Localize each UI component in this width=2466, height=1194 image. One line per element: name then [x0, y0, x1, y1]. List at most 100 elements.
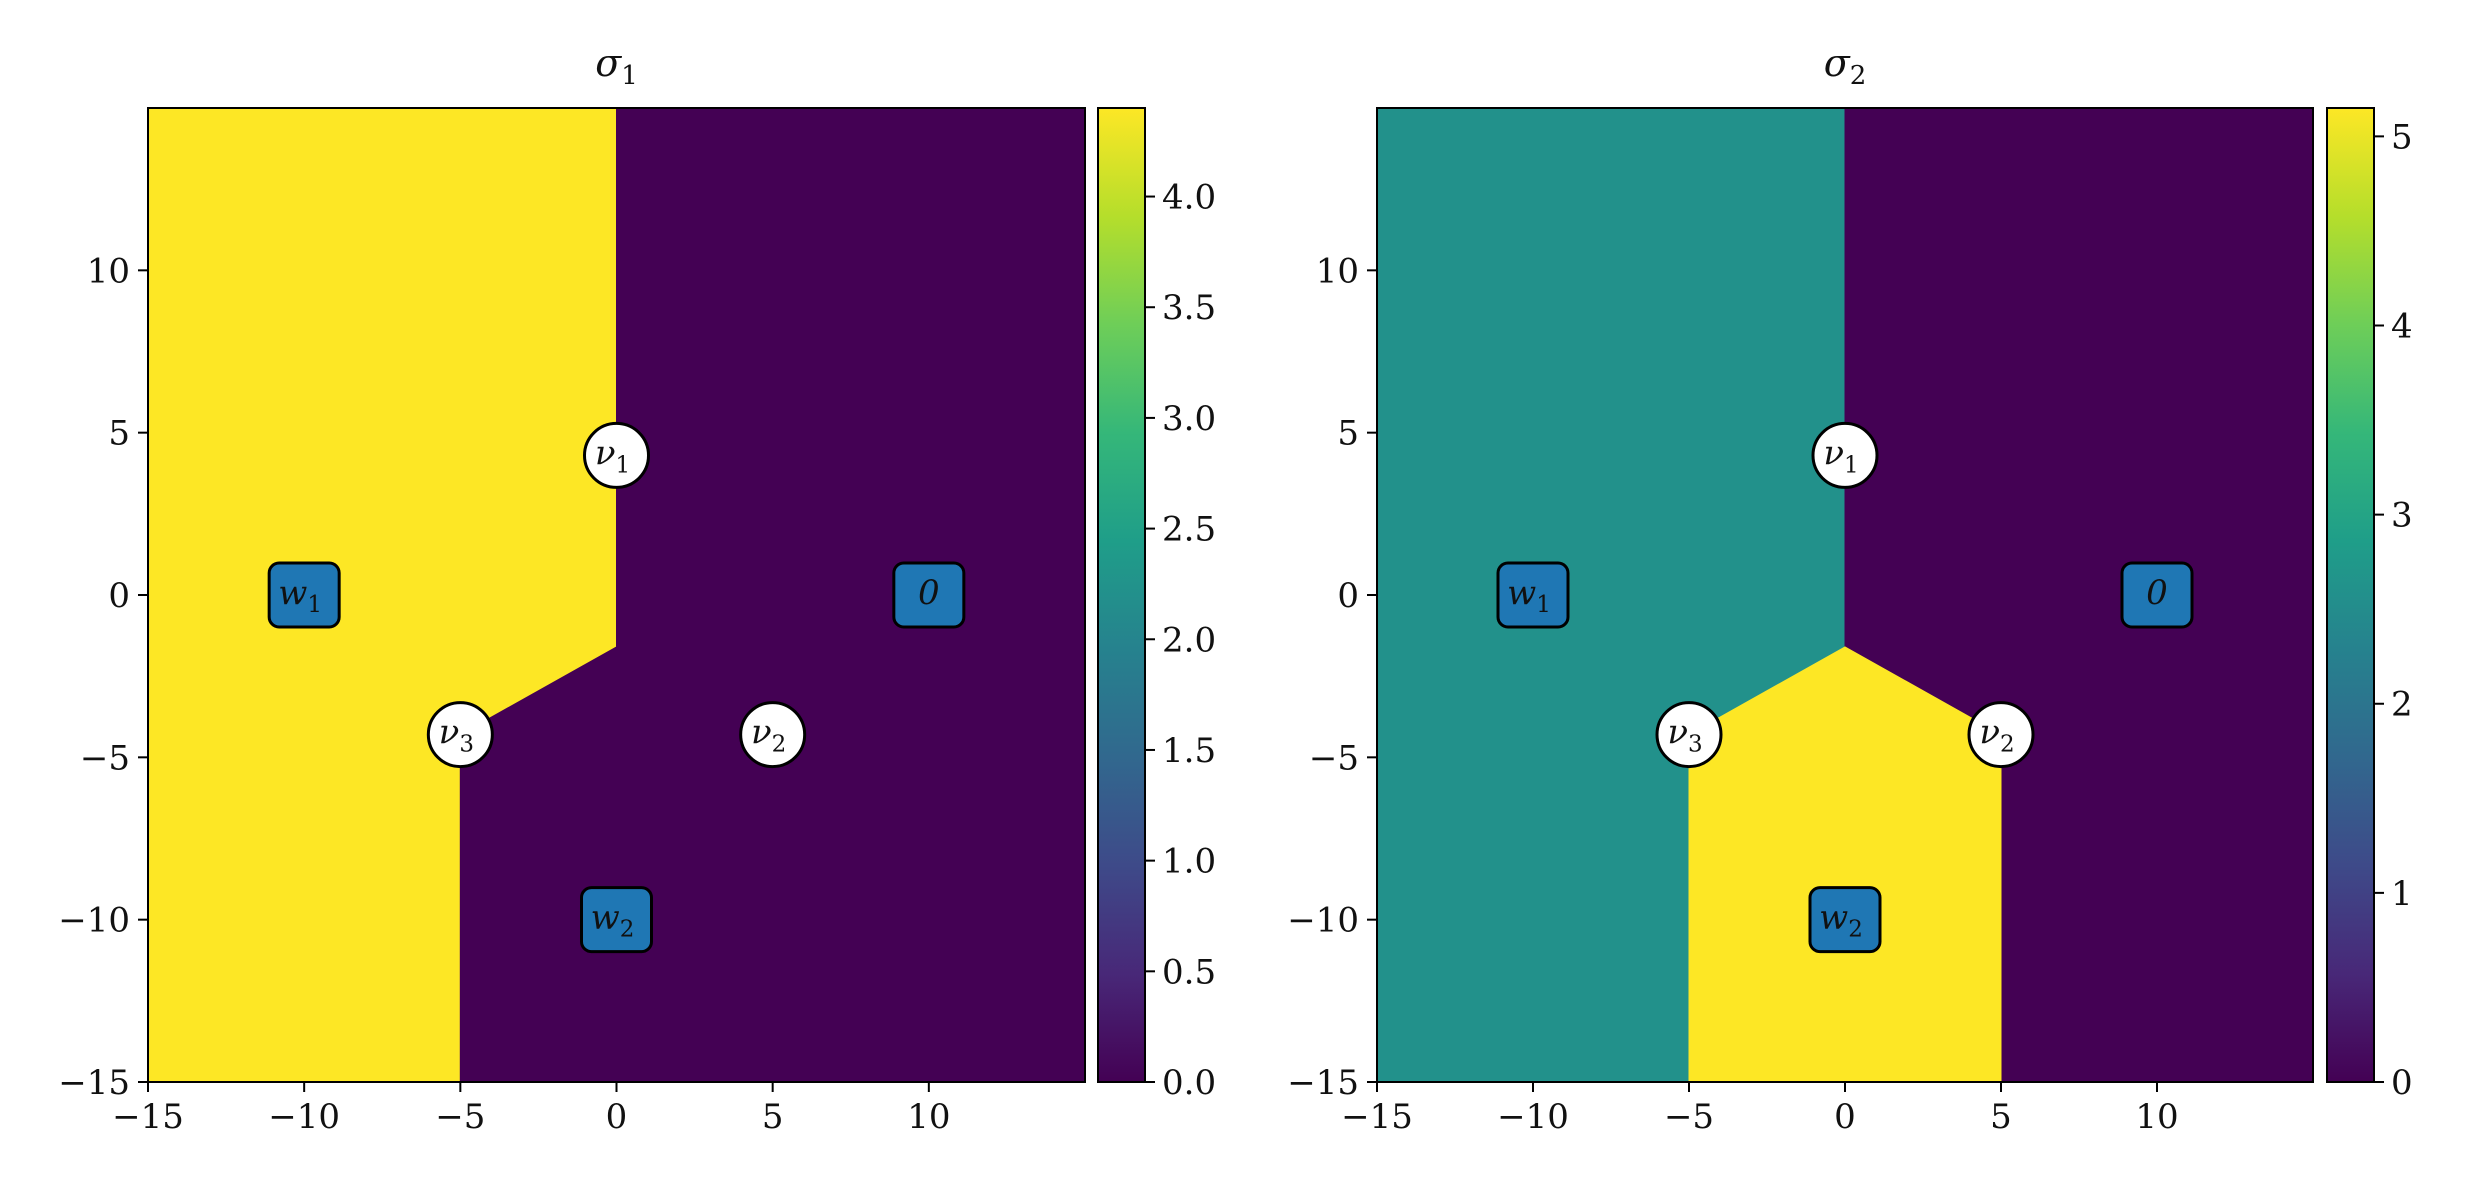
x-tick-label: −15 — [1341, 1097, 1413, 1137]
node-label: ν3 — [439, 713, 474, 758]
x-tick-label: −10 — [268, 1097, 340, 1137]
x-tick-label: 0 — [606, 1097, 628, 1137]
chart-title-sub: 2 — [1850, 61, 1867, 91]
y-tick-label: −5 — [80, 738, 130, 778]
node-label-sub: 3 — [459, 732, 474, 758]
box-marker-w2: w2 — [580, 886, 653, 954]
node-label: w2 — [591, 898, 635, 943]
heatmap-regions — [148, 108, 1085, 1082]
circle-marker-ν2: ν2 — [1967, 701, 2035, 769]
colorbar-tick-label: 1 — [2391, 874, 2413, 914]
node-label-sub: 2 — [2000, 732, 2015, 758]
x-tick-label: 0 — [1834, 1097, 1856, 1137]
colorbar-tick-label: 2 — [2391, 685, 2413, 725]
node-label-main: 0 — [2146, 573, 2168, 613]
chart-title: σ1 — [595, 41, 638, 91]
node-box — [1496, 561, 1570, 629]
node-label: w1 — [1507, 573, 1551, 618]
chart-title-sub: 1 — [621, 61, 638, 91]
y-tick-label: −15 — [1287, 1063, 1359, 1103]
node-label-sub: 2 — [772, 732, 787, 758]
box-marker-w2: w2 — [1808, 886, 1882, 954]
heatmap-regions — [1377, 108, 2313, 1082]
node-circle — [739, 701, 807, 769]
node-circle — [1967, 701, 2035, 769]
chart-title: σ2 — [1824, 41, 1867, 91]
x-tick-label: 10 — [907, 1097, 950, 1137]
x-tick-label: −15 — [112, 1097, 184, 1137]
node-label-main: ν — [1823, 433, 1844, 473]
node-label: ν1 — [595, 433, 630, 478]
heatmap-region-3 — [1688, 646, 2002, 1082]
box-marker-w1: w1 — [1496, 561, 1570, 629]
colorbar-tick-label: 2.0 — [1162, 620, 1216, 660]
colorbar-gradient — [2326, 107, 2375, 1083]
node-circle — [1655, 701, 1723, 769]
node-label-sub: 1 — [1536, 592, 1551, 618]
colorbar: 0.0 0.5 1.0 1.5 2.0 2.5 3.0 3.5 4.0 — [1097, 107, 1216, 1103]
y-tick-label: 0 — [108, 576, 130, 616]
node-box — [2120, 561, 2194, 629]
x-tick-label: 5 — [1990, 1097, 2012, 1137]
node-box — [267, 561, 341, 629]
node-label-sub: 1 — [307, 592, 322, 618]
colorbar-tick-label: 0.0 — [1162, 1063, 1216, 1103]
node-label-main: 0 — [918, 573, 940, 613]
colorbar-tick-label: 4.0 — [1162, 178, 1216, 218]
x-tick-label: −5 — [1664, 1097, 1714, 1137]
node-label-main: ν — [439, 713, 460, 753]
y-tick-label: −5 — [1309, 738, 1359, 778]
node-label-main: ν — [751, 713, 772, 753]
y-tick-label: 5 — [1337, 414, 1359, 454]
colorbar-tick-label: 2.5 — [1162, 510, 1216, 550]
node-label: 0 — [918, 573, 940, 613]
node-label-main: w — [591, 898, 620, 938]
node-label: ν2 — [751, 713, 786, 758]
node-label-sub: 1 — [616, 452, 631, 478]
colorbar-tick-label: 3.0 — [1162, 399, 1216, 439]
heatmap-region-2 — [459, 108, 1085, 1082]
node-label-main: w — [278, 573, 307, 613]
x-tick-label: 10 — [2135, 1097, 2178, 1137]
node-label: w2 — [1819, 898, 1863, 943]
y-tick-label: −15 — [58, 1063, 130, 1103]
colorbar-tick-label: 5 — [2391, 117, 2413, 157]
colorbar-tick-label: 1.5 — [1162, 731, 1216, 771]
x-tick-label: −10 — [1497, 1097, 1569, 1137]
chart-title-main: σ — [595, 41, 622, 85]
node-circle — [583, 421, 650, 489]
colorbar-tick-label: 1.0 — [1162, 842, 1216, 882]
panel-1: σ1−15 −10 −5 0 5 10−15−10−505100.00.51.01.52.… — [58, 41, 1216, 1137]
colorbar-tick-label: 3.5 — [1162, 288, 1216, 328]
node-box — [892, 561, 966, 629]
node-label-main: ν — [595, 433, 616, 473]
node-label-main: w — [1819, 898, 1848, 938]
x-tick-label: −5 — [435, 1097, 485, 1137]
node-box — [1808, 886, 1882, 954]
colorbar-tick-label: 3 — [2391, 496, 2413, 536]
node-label-sub: 2 — [620, 917, 635, 943]
node-label-sub: 3 — [1688, 732, 1703, 758]
colorbar-tick-label: 4 — [2391, 306, 2413, 346]
chart-title-main: σ — [1824, 41, 1851, 85]
y-tick-label: 0 — [1337, 576, 1359, 616]
colorbar-tick-label: 0 — [2391, 1063, 2413, 1103]
node-box — [580, 886, 653, 954]
y-tick-label: −10 — [58, 901, 130, 941]
node-label: 0 — [2146, 573, 2168, 613]
node-label: ν1 — [1823, 433, 1858, 478]
node-circle — [1811, 421, 1879, 489]
node-label: ν2 — [1979, 713, 2014, 758]
node-circle — [426, 701, 494, 769]
colorbar-tick-label: 0.5 — [1162, 952, 1216, 992]
y-tick-label: −10 — [1287, 901, 1359, 941]
node-label: ν3 — [1667, 713, 1702, 758]
circle-marker-ν2: ν2 — [739, 701, 807, 769]
circle-marker-ν1: ν1 — [1811, 421, 1879, 489]
circle-marker-ν3: ν3 — [1655, 701, 1723, 769]
node-label-sub: 1 — [1844, 452, 1859, 478]
box-marker-zero: 0 — [892, 561, 966, 629]
y-tick-label: 10 — [1316, 251, 1359, 291]
